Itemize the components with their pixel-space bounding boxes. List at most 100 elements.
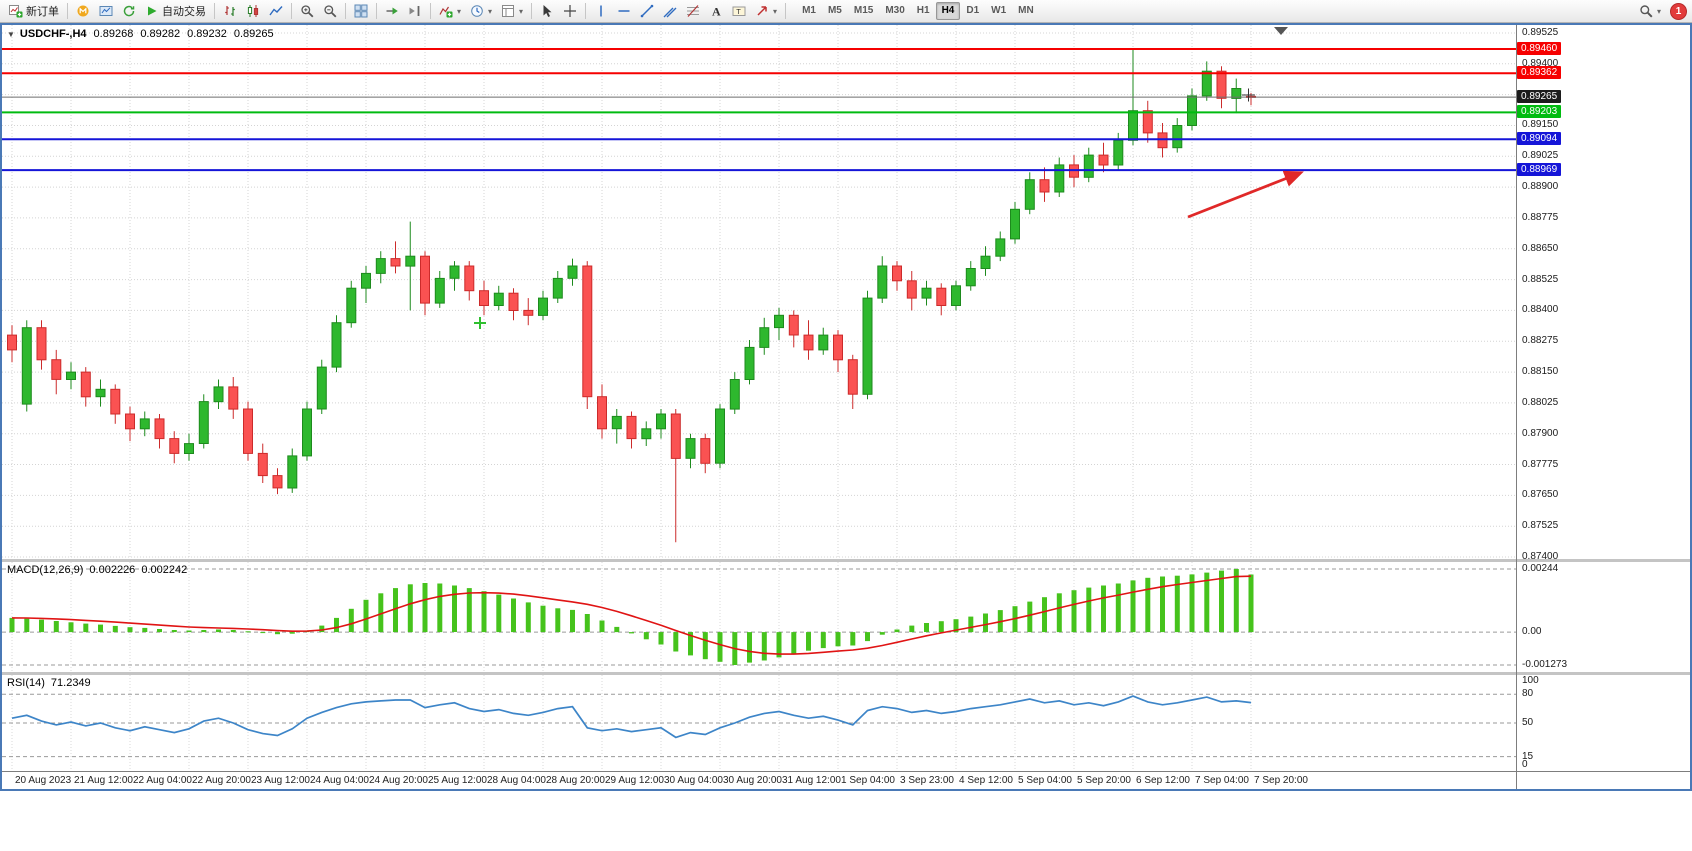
timeframe-d1[interactable]: D1	[966, 5, 980, 16]
refresh-button[interactable]	[118, 1, 140, 21]
macd-bar	[260, 632, 266, 634]
macd-name: MACD(12,26,9)	[7, 564, 84, 576]
candle	[847, 359, 858, 395]
price-tick-label: 0.88025	[1522, 396, 1559, 408]
macd-chart-svg[interactable]	[2, 562, 1516, 672]
macd-bar	[1160, 576, 1165, 633]
candle	[110, 388, 121, 415]
chart-shift-marker[interactable]	[1274, 27, 1288, 35]
price-tick-label: 0.88775	[1522, 211, 1559, 223]
candle	[788, 314, 799, 336]
candle	[184, 443, 194, 455]
new-order-button[interactable]: 新订单	[5, 1, 63, 21]
macd-bar	[378, 593, 384, 633]
templates-button[interactable]: ▾	[497, 1, 527, 21]
price-tick-label: 0.88525	[1522, 273, 1559, 285]
panel-splitter[interactable]	[2, 559, 1690, 562]
macd-bar	[1174, 575, 1180, 633]
macd-bar	[1071, 590, 1077, 633]
vertical-line-button[interactable]	[590, 1, 612, 21]
timeframe-h1[interactable]: H1	[916, 5, 930, 16]
candle	[538, 297, 548, 316]
macd-bar	[599, 620, 605, 633]
timeframe-m15[interactable]: M15	[853, 5, 874, 16]
bar-chart-button[interactable]	[219, 1, 241, 21]
indicators-button[interactable]: ▾	[435, 1, 465, 21]
zoom-in-icon	[300, 4, 314, 18]
macd-bar	[511, 598, 516, 633]
rsi-axis[interactable]: 100 80 50 15 0	[1516, 675, 1690, 771]
chart-window: 0.89525 0.89400 0.89150 0.89025 0.88900 0.887…	[0, 23, 1692, 791]
line-chart-button[interactable]	[265, 1, 287, 21]
macd-axis[interactable]: 0.00244 0.00 -0.001273	[1516, 562, 1690, 672]
macd-bar	[1204, 572, 1210, 633]
macd-bar	[98, 624, 103, 633]
trendline-button[interactable]	[636, 1, 658, 21]
macd-bar	[216, 629, 221, 633]
price-tick-label: 0.89400	[1522, 57, 1559, 69]
macd-bar	[142, 627, 148, 632]
periods-button[interactable]: ▾	[466, 1, 496, 21]
auto-scroll-button[interactable]	[381, 1, 403, 21]
search-button[interactable]: ▾	[1635, 1, 1665, 21]
macd-bar	[909, 625, 915, 633]
macd-bar	[24, 618, 30, 632]
notification-badge[interactable]: 1	[1670, 2, 1687, 20]
candle	[390, 258, 401, 267]
equidistant-channel-button[interactable]	[659, 1, 681, 21]
macd-signal-line	[11, 575, 1252, 655]
new-order-label: 新订单	[26, 6, 59, 18]
crosshair-button[interactable]	[559, 1, 581, 21]
profiles-button[interactable]	[95, 1, 117, 21]
horizontal-line-button[interactable]	[613, 1, 635, 21]
macd-value-signal: 0.002242	[141, 564, 188, 576]
timeframe-w1[interactable]: W1	[991, 5, 1007, 16]
rsi-chart-svg[interactable]	[2, 675, 1516, 771]
zoom-out-button[interactable]	[319, 1, 341, 21]
candle	[936, 287, 947, 307]
chart-collapse-icon[interactable]: ▼	[7, 29, 15, 39]
zoom-in-button[interactable]	[296, 1, 318, 21]
auto-trading-icon	[145, 4, 159, 18]
rsi-tick-label: 15	[1522, 750, 1534, 762]
text-label-button[interactable]: T	[728, 1, 750, 21]
price-tick-label: 0.89150	[1522, 119, 1559, 131]
macd-bar	[791, 632, 797, 655]
metaquotes-button[interactable]	[72, 1, 94, 21]
macd-bar	[983, 613, 988, 633]
panel-split=ter[interactable]	[2, 672, 1690, 675]
arrows-button[interactable]: ▾	[751, 1, 781, 21]
svg-text:A: A	[712, 5, 721, 19]
tile-windows-button[interactable]	[350, 1, 372, 21]
price-tick-label: 0.88650	[1522, 242, 1559, 254]
candle	[803, 334, 814, 351]
text-button[interactable]: A	[705, 1, 727, 21]
candle	[1128, 110, 1138, 141]
timeframe-m5[interactable]: M5	[827, 5, 842, 16]
search-icon	[1639, 4, 1653, 18]
crosshair-cursor	[1242, 88, 1255, 102]
timeframe-h4[interactable]: H4	[935, 2, 961, 20]
time-axis-label: 30 Aug 20:00	[723, 775, 782, 786]
price-axis[interactable]: 0.89525 0.89400 0.89150 0.89025 0.88900 0.887…	[1516, 25, 1690, 562]
auto-trading-button[interactable]: 自动交易	[141, 1, 210, 21]
candle	[228, 386, 239, 410]
cursor-button[interactable]	[536, 1, 558, 21]
timeframe-m1[interactable]: M1	[802, 5, 816, 16]
price-chart-svg[interactable]	[2, 25, 1516, 559]
fibonacci-button[interactable]	[682, 1, 704, 21]
price-badge-0.88969: 0.88969	[1517, 163, 1562, 177]
candlestick-chart-button[interactable]	[242, 1, 264, 21]
ohlc-low: 0.89232	[187, 28, 227, 40]
timeframe-mn[interactable]: MN	[1018, 5, 1034, 16]
macd-bar	[9, 617, 15, 633]
chart-shift-button[interactable]	[404, 1, 426, 21]
timeframe-m30[interactable]: M30	[885, 5, 905, 16]
candle	[1142, 110, 1153, 134]
time-axis-label: 28 Aug 20:00	[546, 775, 605, 786]
macd-tick-label: 0.00244	[1522, 563, 1559, 574]
trend-arrow[interactable]	[1187, 170, 1304, 219]
zoom-out-icon	[323, 4, 337, 18]
time-axis[interactable]: 20 Aug 2023 21 Aug 12:00 22 Aug 04:00 22 Au…	[2, 771, 1690, 789]
toolbar-separator	[785, 3, 787, 19]
